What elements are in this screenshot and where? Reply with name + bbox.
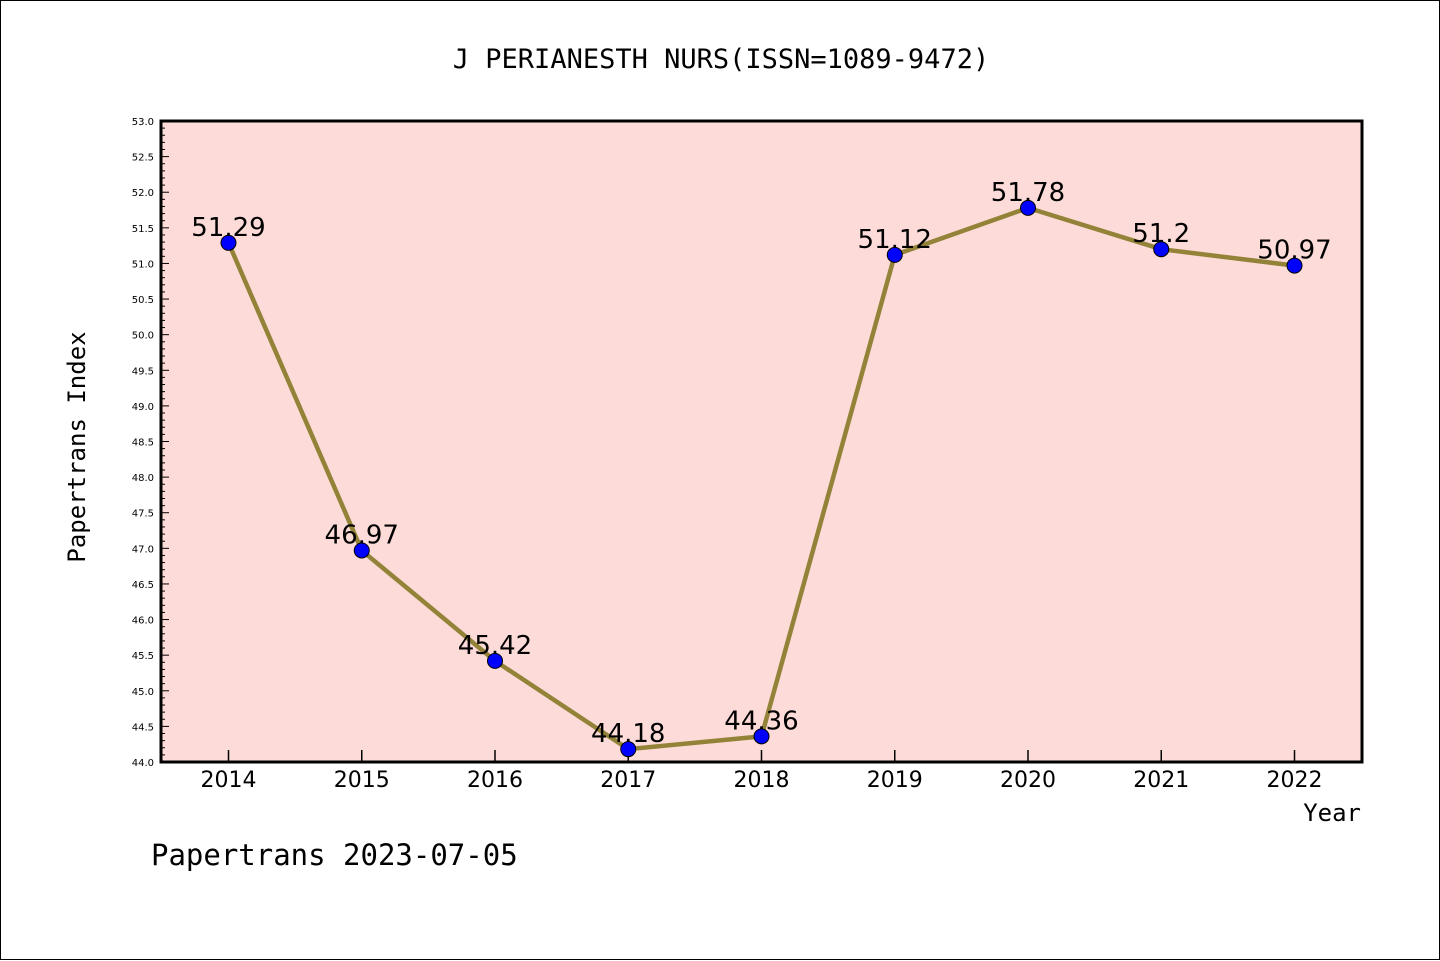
data-label: 44.36 xyxy=(724,706,798,736)
y-tick-label: 52.0 xyxy=(132,188,154,199)
x-tick-label: 2019 xyxy=(867,768,923,793)
data-label: 45.42 xyxy=(458,631,532,661)
y-tick-label: 45.0 xyxy=(132,687,154,698)
y-tick-label: 51.0 xyxy=(132,259,154,270)
y-tick-label: 49.0 xyxy=(132,402,154,413)
data-label: 51.78 xyxy=(991,178,1065,208)
y-tick-label: 46.0 xyxy=(132,616,154,627)
x-tick-label: 2020 xyxy=(1000,768,1056,793)
y-tick-label: 47.0 xyxy=(132,544,154,555)
data-point xyxy=(620,741,637,758)
data-label: 50.97 xyxy=(1257,236,1331,266)
data-point xyxy=(220,234,237,251)
data-point xyxy=(487,652,503,669)
data-point xyxy=(753,728,770,745)
y-tick-label: 45.5 xyxy=(132,651,154,662)
footer-text: Papertrans 2023-07-05 xyxy=(151,838,518,872)
y-tick-label: 48.0 xyxy=(132,473,154,484)
x-tick-label: 2022 xyxy=(1267,768,1323,793)
data-label: 44.18 xyxy=(591,719,665,749)
x-tick-label: 2016 xyxy=(467,768,523,793)
series-group: 51.29 46.97 45.42 44.18 44.36 51.12 51.78 51.2 5… xyxy=(191,178,1332,758)
plot-area xyxy=(159,119,1364,764)
data-label: 51.29 xyxy=(191,213,265,243)
y-tick-label: 49.5 xyxy=(132,366,154,377)
y-tick-label: 44.0 xyxy=(132,758,154,769)
y-tick-label: 47.5 xyxy=(132,509,154,520)
data-point xyxy=(886,246,903,263)
y-tick-label: 52.5 xyxy=(132,153,154,164)
data-label: 51.2 xyxy=(1132,219,1190,249)
y-tick-label: 50.5 xyxy=(132,295,154,306)
y-tick-label: 50.0 xyxy=(132,331,154,342)
chart-title: J PERIANESTH NURS(ISSN=1089-9472) xyxy=(453,44,989,75)
y-axis: 44.0 44.5 45.0 45.5 46.0 46.5 47.0 47.5 48.0 48.5… xyxy=(132,117,169,769)
y-tick-label: 48.5 xyxy=(132,438,154,449)
y-tick-label: 46.5 xyxy=(132,580,154,591)
x-tick-label: 2018 xyxy=(734,768,790,793)
x-tick-label: 2014 xyxy=(201,768,257,793)
data-label: 51.12 xyxy=(858,225,932,255)
data-point xyxy=(1020,199,1036,216)
x-tick-label: 2021 xyxy=(1133,768,1189,793)
data-point xyxy=(1153,241,1170,258)
data-point xyxy=(353,542,370,559)
y-axis-label: Papertrans Index xyxy=(63,331,91,562)
data-point xyxy=(1286,257,1303,274)
x-axis: 2014 2015 2016 2017 2018 2019 2020 2021 2022 xyxy=(201,750,1323,793)
y-tick-label: 51.5 xyxy=(132,224,154,235)
y-tick-label: 53.0 xyxy=(132,117,154,128)
x-tick-label: 2017 xyxy=(600,768,656,793)
x-tick-label: 2015 xyxy=(334,768,390,793)
y-tick-label: 44.5 xyxy=(132,722,154,733)
data-label: 46.97 xyxy=(325,520,399,550)
x-axis-label: Year xyxy=(1303,799,1361,827)
